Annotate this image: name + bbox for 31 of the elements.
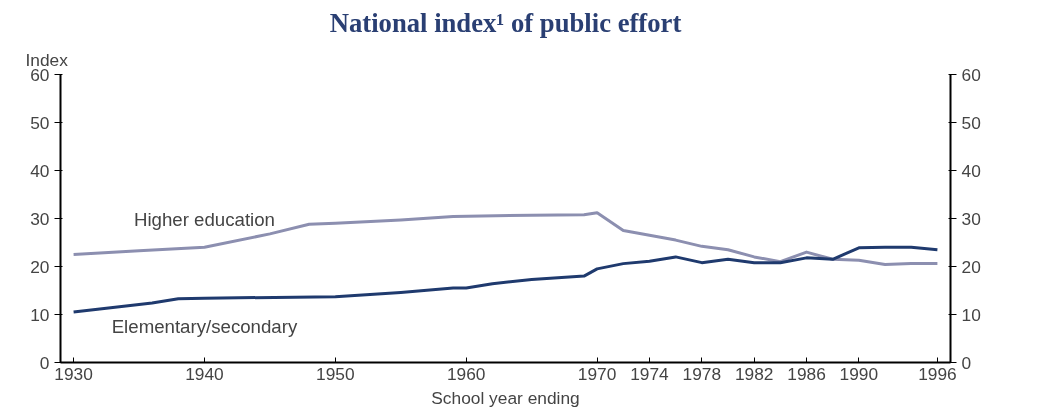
series-label: Elementary/secondary bbox=[111, 315, 298, 337]
y2-tick-label: 0 bbox=[961, 352, 972, 373]
x-tick-label: 1986 bbox=[787, 363, 826, 384]
y-tick-label: 50 bbox=[30, 112, 50, 133]
y-tick-label: 30 bbox=[30, 208, 50, 229]
x-tick-label: 1970 bbox=[577, 363, 617, 384]
x-tick-label: 1930 bbox=[54, 363, 93, 384]
x-tick-label: 1940 bbox=[185, 363, 224, 384]
x-axis-title: School year ending bbox=[431, 387, 580, 408]
x-tick-label: 1982 bbox=[734, 363, 774, 384]
y2-tick-label: 10 bbox=[961, 304, 981, 325]
y2-tick-label: 20 bbox=[961, 256, 981, 277]
line-series bbox=[72, 245, 939, 314]
x-tick-label: 1950 bbox=[316, 363, 355, 384]
x-tick-label: 1996 bbox=[918, 363, 957, 384]
y-axis-title: Index bbox=[25, 49, 69, 70]
series-label: Higher education bbox=[133, 208, 276, 230]
y-tick-label: 0 bbox=[39, 352, 50, 373]
y-tick-label: 40 bbox=[30, 160, 50, 181]
y2-tick-label: 40 bbox=[961, 160, 981, 181]
y-tick-label: 10 bbox=[30, 304, 50, 325]
y2-tick-label: 50 bbox=[961, 112, 981, 133]
line-series bbox=[72, 211, 939, 267]
x-tick-label: 1978 bbox=[682, 363, 722, 384]
chart-title: National index¹ of public effort bbox=[329, 7, 682, 38]
x-tick-label: 1960 bbox=[446, 363, 486, 384]
y2-tick-label: 60 bbox=[961, 64, 981, 85]
y2-tick-label: 30 bbox=[961, 208, 981, 229]
y-tick-label: 20 bbox=[30, 256, 50, 277]
x-tick-label: 1974 bbox=[630, 363, 670, 384]
x-tick-label: 1990 bbox=[839, 363, 879, 384]
